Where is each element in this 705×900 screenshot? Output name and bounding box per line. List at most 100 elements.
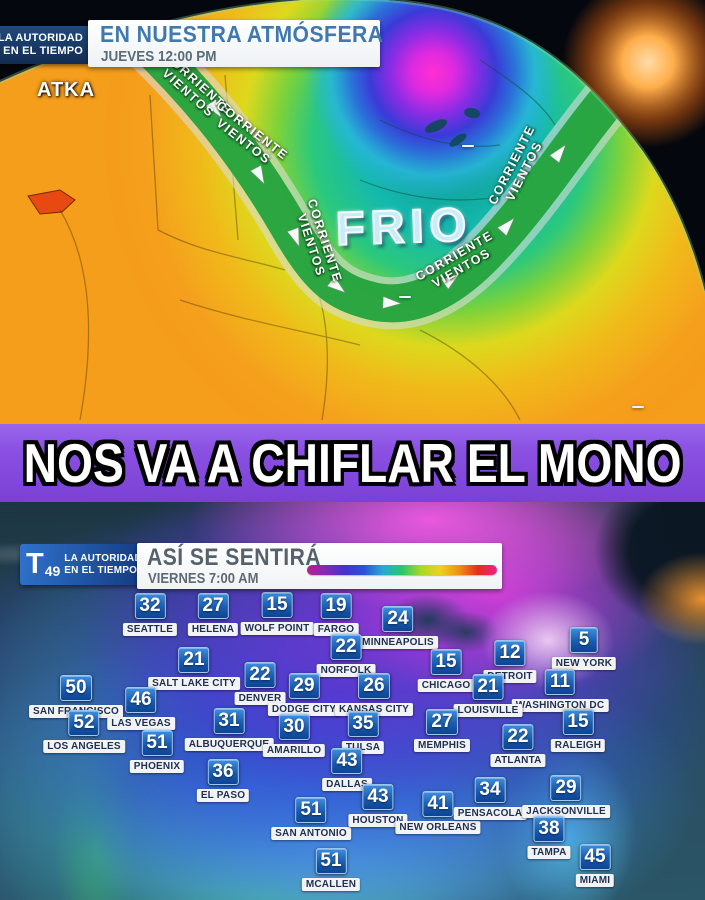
city-name: NEW ORLEANS — [395, 821, 481, 834]
temperature-value: 36 — [207, 759, 239, 785]
city-name: RALEIGH — [550, 739, 606, 752]
temperature-value: 12 — [494, 640, 526, 666]
city-temp-marker: 43 DALLAS — [322, 748, 372, 792]
temperature-value: 29 — [550, 775, 582, 801]
city-name: LOUISVILLE — [453, 704, 523, 717]
badge-line2: EN EL TIEMPO — [3, 45, 83, 57]
city-temp-marker: 21 LOUISVILLE — [453, 674, 523, 718]
temperature-value: 11 — [544, 669, 576, 695]
cold-region-borders — [359, 59, 556, 201]
city-name: SEATTLE — [122, 623, 178, 636]
temperature-value: 38 — [533, 816, 565, 842]
city-name: MCALLEN — [301, 878, 361, 891]
city-temp-marker: 38 TAMPA — [527, 816, 571, 860]
temperature-value: 15 — [562, 709, 594, 735]
temperature-value: 22 — [330, 634, 362, 660]
temperature-value: 26 — [358, 673, 390, 699]
temperature-value: 50 — [60, 675, 92, 701]
temperature-value: 22 — [502, 724, 534, 750]
city-temp-marker: 22 DENVER — [234, 662, 286, 706]
city-name: MINNEAPOLIS — [358, 636, 438, 649]
channel-authority-badge: LA AUTORIDAD EN EL TIEMPO — [0, 26, 88, 64]
temperature-value: 30 — [278, 714, 310, 740]
temperature-value: 22 — [244, 662, 276, 688]
feels-like-map-section: T 49 LA AUTORIDAD EN EL TIEMPO ASÍ SE SE… — [0, 502, 705, 900]
temperature-value: 27 — [426, 709, 458, 735]
meme-caption-banner: NOS VA A CHIFLAR EL MONO — [0, 424, 705, 502]
city-name: DODGE CITY — [267, 703, 341, 716]
temperature-value: 51 — [141, 730, 173, 756]
city-temp-marker: 32 SEATTLE — [122, 593, 178, 637]
temperature-value: 15 — [430, 649, 462, 675]
temperature-value: 15 — [261, 592, 293, 618]
city-temp-marker: 51 PHOENIX — [129, 730, 185, 774]
city-name: TAMPA — [527, 846, 571, 859]
city-name: NEW YORK — [551, 657, 617, 670]
city-temp-marker: 35 TULSA — [341, 711, 385, 755]
badge-line1: LA AUTORIDAD — [64, 553, 142, 564]
map-datetime: JUEVES 12:00 PM — [101, 48, 217, 65]
city-temp-marker: 31 ALBUQUERQUE — [184, 708, 274, 752]
city-temp-marker: 34 PENSACOLA — [453, 777, 527, 821]
city-name: PENSACOLA — [453, 807, 527, 820]
map-datetime: VIERNES 7:00 AM — [148, 571, 259, 587]
city-temp-marker: 15 WOLF POINT — [240, 592, 314, 636]
city-name: ATLANTA — [490, 754, 546, 767]
badge-line2: EN EL TIEMPO — [64, 564, 138, 576]
city-name: ALBUQUERQUE — [184, 738, 274, 751]
city-temp-marker: 30 AMARILLO — [262, 714, 326, 758]
city-name: LAS VEGAS — [107, 717, 175, 730]
temperature-value: 46 — [125, 687, 157, 713]
temperature-value: 52 — [68, 710, 100, 736]
city-temp-marker: 43 HOUSTON — [348, 784, 408, 828]
scale-gradient-bar — [307, 565, 497, 575]
city-name: WASHINGTON DC — [511, 699, 609, 712]
city-name: WOLF POINT — [240, 622, 314, 635]
map-city-label — [399, 296, 411, 298]
city-temp-marker: 11 WASHINGTON DC — [511, 669, 609, 713]
city-temp-marker: 15 RALEIGH — [550, 709, 606, 753]
city-name: AMARILLO — [262, 744, 326, 757]
city-temp-marker: 21 SALT LAKE CITY — [148, 647, 240, 691]
temperature-value: 45 — [579, 844, 611, 870]
temperature-value: 41 — [422, 791, 454, 817]
temperature-value: 5 — [569, 627, 598, 653]
city-temp-marker: 15 CHICAGO — [417, 649, 475, 693]
globe-surface — [0, 0, 705, 424]
map-title-panel: ASÍ SE SENTIRÁ VIERNES 7:00 AM — [137, 543, 502, 589]
city-name: MIAMI — [575, 874, 615, 887]
map-city-label — [632, 406, 644, 408]
temperature-value: 34 — [474, 777, 506, 803]
badge-line1: LA AUTORIDAD — [0, 32, 83, 44]
city-temp-marker: 29 JACKSONVILLE — [522, 775, 610, 819]
temperature-value: 43 — [331, 748, 363, 774]
telemundo-t-logo-icon: T — [26, 548, 44, 580]
channel-logo-badge: T 49 LA AUTORIDAD EN EL TIEMPO — [20, 544, 144, 585]
city-name: HOUSTON — [348, 814, 408, 827]
temperature-value: 35 — [347, 711, 379, 737]
city-name: DALLAS — [322, 778, 372, 791]
city-name: EL PASO — [196, 789, 250, 802]
temperature-value: 51 — [315, 848, 347, 874]
city-name: MEMPHIS — [413, 739, 471, 752]
city-name: HELENA — [187, 623, 239, 636]
meme-caption-text: NOS VA A CHIFLAR EL MONO — [23, 432, 682, 494]
city-temp-marker: 52 LOS ANGELES — [43, 710, 125, 754]
city-temp-marker: 5 NEW YORK — [551, 627, 617, 671]
temperature-value: 24 — [382, 606, 414, 632]
temperature-value: 21 — [178, 647, 210, 673]
city-name: LOS ANGELES — [43, 740, 125, 753]
temperature-value: 51 — [295, 797, 327, 823]
temperature-value: 32 — [134, 593, 166, 619]
city-temp-marker: 22 ATLANTA — [490, 724, 546, 768]
temperature-value: 27 — [197, 593, 229, 619]
top-weather-map-svg — [0, 0, 705, 424]
temperature-value: 31 — [213, 708, 245, 734]
region-label-atka: ATKA — [37, 79, 96, 101]
city-temp-marker: 24 MINNEAPOLIS — [358, 606, 438, 650]
temperature-value: 21 — [472, 674, 504, 700]
map-title-panel: EN NUESTRA ATMÓSFERA JUEVES 12:00 PM — [88, 20, 383, 67]
city-name: SALT LAKE CITY — [148, 677, 240, 690]
city-temp-marker: 27 HELENA — [187, 593, 239, 637]
